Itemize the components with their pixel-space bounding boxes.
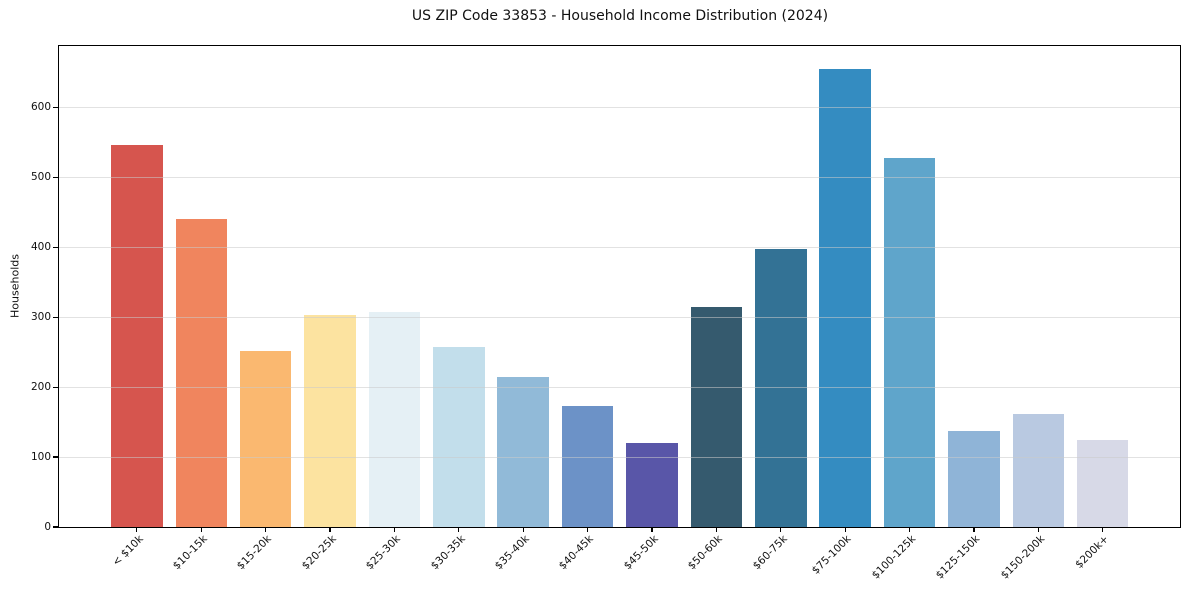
- x-tick-label-text: $30-35k: [428, 533, 468, 573]
- x-tick-label-text: $100-125k: [869, 533, 919, 582]
- y-tick-label: 600: [30, 101, 51, 114]
- x-tick: [200, 527, 202, 532]
- x-tick: [844, 527, 846, 532]
- x-tick: [1037, 527, 1039, 532]
- bar: [883, 157, 936, 527]
- y-tick-label: 100: [30, 450, 51, 463]
- x-tick-label-text: $50-60k: [685, 533, 725, 573]
- x-tick: [973, 527, 975, 532]
- bar: [948, 430, 1000, 527]
- x-tick-label-text: < $10k: [109, 533, 146, 569]
- gridline: [59, 386, 1180, 388]
- bar: [304, 315, 356, 527]
- axes-decorations-layer: 0 100 200 300 400 500 600 < $10k $10-15k $15-20k $…: [31, 46, 1180, 582]
- x-tick-label-text: $75-100k: [809, 533, 854, 577]
- x-tick-label-text: $45-50k: [621, 533, 661, 573]
- bar: [433, 347, 485, 527]
- bar: [755, 249, 807, 527]
- bars-layer: [59, 46, 1180, 527]
- y-tick-label: 0: [44, 520, 51, 533]
- x-tick: [1102, 527, 1104, 532]
- gridline: [59, 456, 1180, 458]
- y-tick: [53, 316, 58, 318]
- x-tick: [908, 527, 911, 532]
- x-tick: [393, 527, 396, 532]
- bar: [239, 350, 292, 527]
- gridline: [59, 107, 1180, 109]
- gridline: [59, 246, 1180, 248]
- x-tick-label-text: $125-150k: [933, 533, 983, 582]
- x-tick-label-text: $60-75k: [750, 533, 790, 573]
- x-tick: [651, 527, 653, 532]
- bar: [561, 406, 614, 527]
- x-tick-label-text: $15-20k: [235, 533, 275, 573]
- bar: [497, 376, 549, 527]
- x-tick-label-text: $10-15k: [170, 533, 210, 573]
- x-tick: [715, 527, 717, 532]
- bar: [368, 311, 421, 527]
- y-tick: [53, 386, 58, 388]
- y-tick-label: 500: [30, 170, 51, 183]
- y-tick: [53, 456, 58, 458]
- gridline: [59, 316, 1180, 318]
- y-tick-label: 300: [30, 310, 51, 323]
- bar: [1076, 439, 1129, 527]
- y-tick-label: 400: [30, 240, 51, 253]
- bar: [175, 218, 228, 527]
- y-tick: [53, 246, 58, 248]
- x-tick-label-text: $150-200k: [998, 533, 1047, 582]
- x-tick: [522, 527, 524, 532]
- x-tick-label-text: $35-40k: [492, 533, 532, 573]
- grid-layer: [59, 46, 1180, 527]
- x-tick-label-text: $25-30k: [363, 533, 403, 573]
- x-tick: [587, 527, 589, 532]
- x-tick: [458, 527, 460, 532]
- y-tick-label: 200: [30, 380, 51, 393]
- plot-area: 0 100 200 300 400 500 600 < $10k $10-15k $15-20k $…: [31, 45, 1181, 582]
- bar: [1012, 413, 1065, 527]
- x-tick-label-text: $200k+: [1073, 533, 1112, 571]
- gridline: [59, 176, 1180, 178]
- y-tick: [53, 176, 58, 179]
- bar: [819, 69, 871, 527]
- bar: [690, 307, 743, 527]
- y-tick: [53, 106, 58, 109]
- bar: [111, 145, 163, 527]
- x-tick: [136, 527, 138, 532]
- y-axis-label: Households: [8, 254, 22, 318]
- x-tick: [329, 527, 331, 532]
- x-tick: [780, 527, 782, 532]
- chart-title: US ZIP Code 33853 - Household Income Dis…: [411, 8, 829, 24]
- y-tick: [53, 526, 58, 528]
- x-tick: [265, 527, 267, 532]
- x-tick-label-text: $40-45k: [557, 533, 597, 573]
- x-tick-label-text: $20-25k: [299, 533, 339, 573]
